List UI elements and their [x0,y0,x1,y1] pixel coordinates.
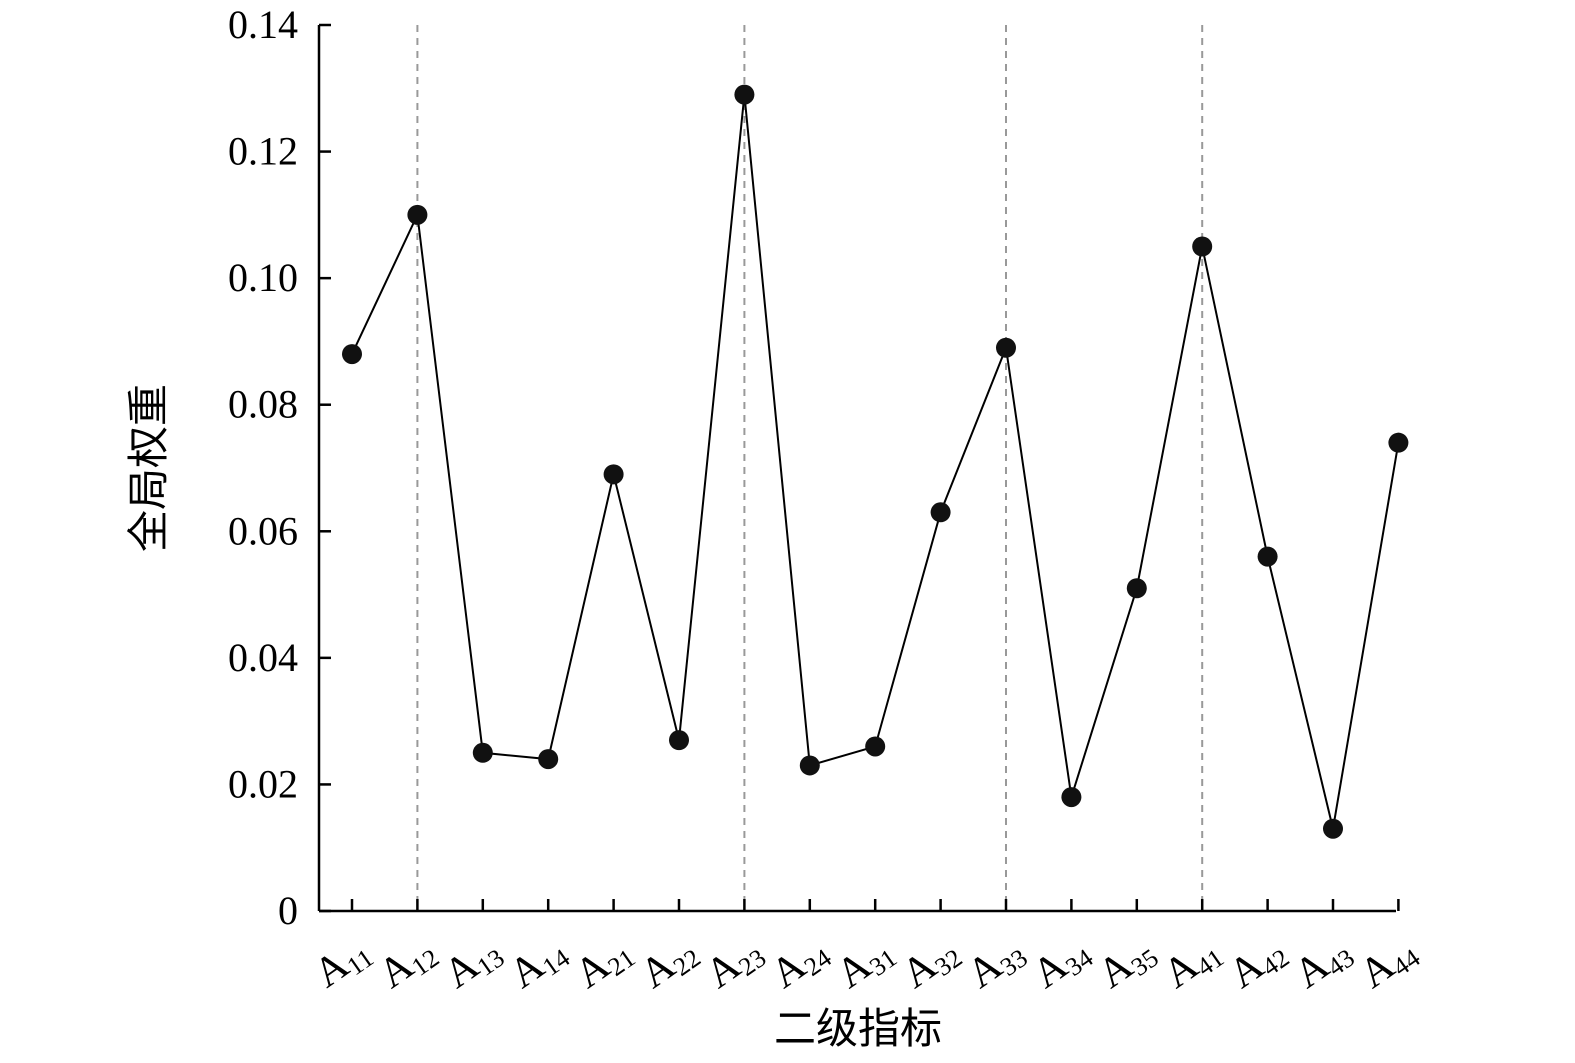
data-points [342,84,1409,839]
x-tick-label: A31 [828,928,902,1000]
group-separator-lines [416,25,1204,911]
x-tick-label: A11 [306,928,379,999]
x-tick-label: A21 [567,928,641,1000]
data-point-A31 [865,736,886,757]
y-axis-title: 全局权重 [124,384,173,552]
x-tick-label: A43 [1286,928,1360,1000]
data-point-A22 [669,730,689,751]
x-axis-ticks: A11A12A13A14A21A22A23A24A31A32A33A34A35A… [306,899,1426,1000]
y-tick-label: 0.02 [228,761,298,806]
data-point-A11 [342,344,362,365]
data-point-A43 [1323,818,1343,839]
data-point-A44 [1388,432,1409,453]
x-tick-label: A22 [632,928,706,1000]
x-tick-label: A44 [1352,928,1426,1000]
series-polyline [351,94,1400,829]
x-tick-label: A35 [1090,928,1164,1000]
y-tick-label: 0.08 [228,382,298,427]
data-point-A42 [1257,546,1278,567]
x-tick-label: A13 [436,928,510,1000]
data-point-A21 [603,464,624,485]
x-tick-label: A42 [1221,928,1295,1000]
x-tick-label: A23 [698,928,772,1000]
data-point-A33 [996,337,1016,358]
series-line [351,94,1400,829]
data-point-A12 [407,204,428,225]
y-tick-label: 0.14 [228,2,298,47]
data-point-A34 [1061,787,1082,808]
data-point-A13 [472,742,493,763]
data-point-A32 [930,502,951,523]
data-point-A23 [734,84,755,105]
y-tick-label: 0.04 [228,635,298,680]
data-point-A35 [1126,578,1147,599]
axes [317,25,1396,913]
y-tick-label: 0 [278,888,298,933]
x-tick-label: A12 [371,928,445,1000]
x-tick-label: A24 [763,928,837,1000]
data-point-A41 [1192,236,1213,257]
data-point-A24 [799,755,820,776]
y-tick-label: 0.06 [228,508,298,553]
x-tick-label: A14 [501,928,575,1000]
y-tick-label: 0.10 [228,255,298,300]
x-tick-label: A32 [894,928,968,1000]
data-point-A14 [538,749,559,770]
x-axis-title: 二级指标 [774,1004,942,1053]
y-axis-ticks: 0 0.02 0.04 0.06 0.08 0.10 0.12 0.14 [228,2,331,933]
x-tick-label: A41 [1155,928,1229,1000]
x-tick-label: A33 [959,928,1033,1000]
y-tick-label: 0.12 [228,129,298,174]
x-tick-label: A34 [1025,928,1099,1000]
